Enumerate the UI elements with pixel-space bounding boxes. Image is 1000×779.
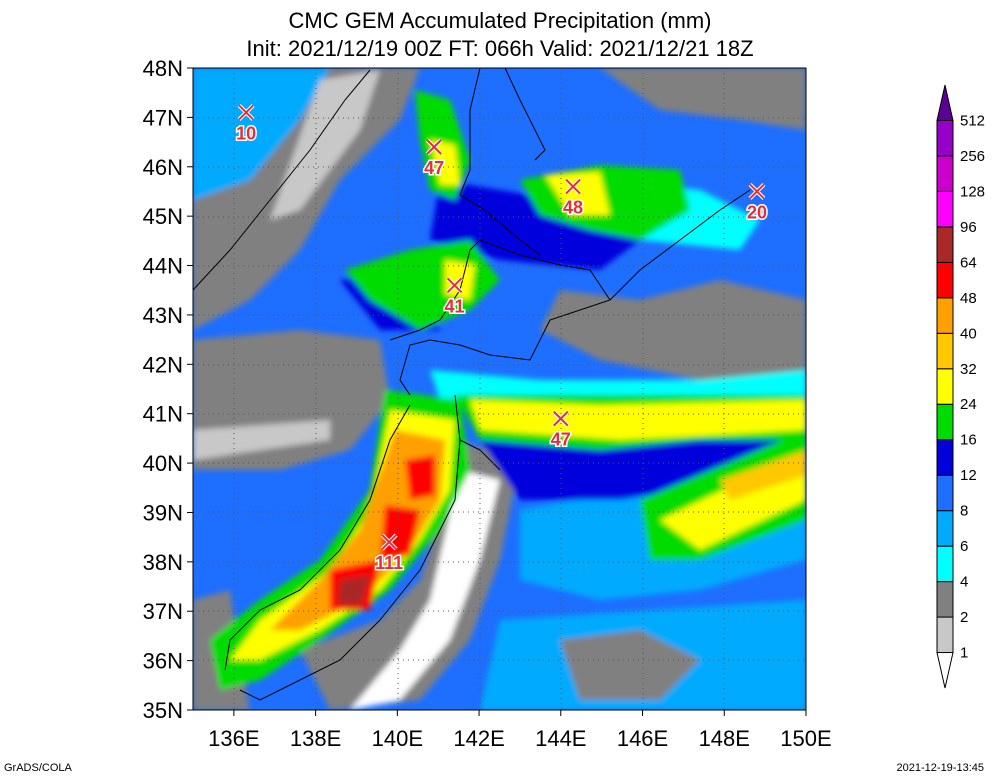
lat-tick-label: 36N <box>143 649 183 674</box>
colorbar-label: 512 <box>960 112 985 129</box>
colorbar-label: 2 <box>960 609 968 626</box>
colorbar-label: 128 <box>960 183 985 200</box>
lat-tick-label: 39N <box>143 500 183 525</box>
axis-ticks <box>187 67 807 716</box>
max-marker: 20 <box>745 183 768 224</box>
marker-value: 41 <box>445 296 465 316</box>
colorbar-swatch <box>936 84 954 121</box>
colorbar-swatch <box>936 226 954 263</box>
lat-tick-label: 45N <box>143 204 183 229</box>
colorbar-label: 24 <box>960 396 977 413</box>
colorbar-label: 6 <box>960 538 968 555</box>
marker-x <box>426 139 442 155</box>
lat-tick-label: 42N <box>143 352 183 377</box>
colorbar-label: 8 <box>960 503 968 520</box>
colorbar-swatch <box>936 616 954 654</box>
marker-value: 47 <box>424 158 444 178</box>
colorbar-swatch <box>936 190 954 228</box>
precip-field <box>193 68 806 710</box>
marker-x <box>238 104 254 121</box>
marker-value: 20 <box>747 202 767 222</box>
colorbar-swatch <box>936 545 954 583</box>
lon-tick-label: 144E <box>535 726 586 751</box>
marker-x <box>553 410 569 427</box>
map-frame <box>192 67 807 711</box>
marker-value: 47 <box>551 430 571 450</box>
grid <box>193 68 806 710</box>
colorbar-swatch <box>936 368 954 405</box>
lat-tick-label: 43N <box>143 303 183 328</box>
lat-tick-label: 44N <box>143 254 183 279</box>
lat-tick-label: 37N <box>143 599 183 624</box>
colorbar-swatch <box>936 403 954 441</box>
colorbar-swatch <box>936 474 954 512</box>
lat-tick-label: 40N <box>143 451 183 476</box>
lat-tick-label: 35N <box>143 698 183 723</box>
lat-tick-label: 46N <box>143 155 183 180</box>
marker-value: 48 <box>563 198 583 218</box>
lat-tick-labels: 35N 36N 37N 38N 39N 40N 41N 42N 43N 44N 45N 46N 47N 4… <box>143 56 183 723</box>
lon-tick-label: 148E <box>699 726 750 751</box>
marker-x <box>381 534 397 550</box>
colorbar-swatch <box>936 510 954 547</box>
chart-title: CMC GEM Accumulated Precipitation (mm) <box>288 8 712 33</box>
marker-value: 111 <box>375 553 403 573</box>
lat-tick-label: 47N <box>143 105 183 130</box>
colorbar-label: 64 <box>960 254 977 271</box>
colorbar-label: 40 <box>960 325 977 342</box>
colorbar-label: 32 <box>960 361 977 378</box>
max-marker: 47 <box>549 410 572 451</box>
footer-timestamp: 2021-12-19-13:45 <box>896 762 984 774</box>
lon-tick-label: 136E <box>208 726 259 751</box>
colorbar-label: 16 <box>960 432 977 449</box>
colorbar-label: 12 <box>960 467 977 484</box>
marker-x <box>749 183 765 200</box>
marker-x <box>446 277 463 293</box>
lon-tick-label: 140E <box>372 726 423 751</box>
coastlines <box>193 68 751 701</box>
lon-tick-label: 138E <box>290 726 341 751</box>
chart-subtitle: Init: 2021/12/19 00Z FT: 066h Valid: 202… <box>246 36 754 61</box>
lon-tick-label: 150E <box>780 726 831 751</box>
lat-tick-label: 41N <box>143 402 183 427</box>
colorbar-swatch <box>936 297 954 334</box>
max-marker: 10 <box>235 104 258 145</box>
lon-tick-label: 146E <box>617 726 668 751</box>
colorbar-swatch <box>936 652 954 689</box>
footer-credit: GrADS/COLA <box>4 762 72 774</box>
colorbar-label: 1 <box>960 645 968 662</box>
max-marker: 47 <box>423 138 446 180</box>
max-marker: 48 <box>562 178 585 219</box>
colorbar-swatch <box>936 581 954 618</box>
lon-tick-labels: 136E 138E 140E 142E 144E 146E 148E 150E <box>208 726 832 751</box>
lat-tick-label: 38N <box>143 550 183 575</box>
lat-tick-label: 48N <box>143 56 183 81</box>
colorbar-label: 4 <box>960 574 968 591</box>
colorbar-swatch <box>936 119 954 157</box>
max-marker: 41 <box>443 276 466 318</box>
lon-tick-label: 142E <box>453 726 504 751</box>
colorbar-swatch <box>936 155 954 192</box>
colorbar-label: 256 <box>960 148 985 165</box>
max-markers: 10 47 48 20 41 47 111 <box>235 104 768 575</box>
colorbar-swatch <box>936 261 954 299</box>
colorbar-label: 48 <box>960 290 977 307</box>
marker-value: 10 <box>236 123 256 143</box>
colorbar <box>936 84 954 689</box>
max-marker: 111 <box>374 533 405 575</box>
colorbar-label: 96 <box>960 219 977 236</box>
marker-x <box>565 178 581 195</box>
colorbar-swatch <box>936 332 954 370</box>
colorbar-swatch <box>936 439 954 476</box>
